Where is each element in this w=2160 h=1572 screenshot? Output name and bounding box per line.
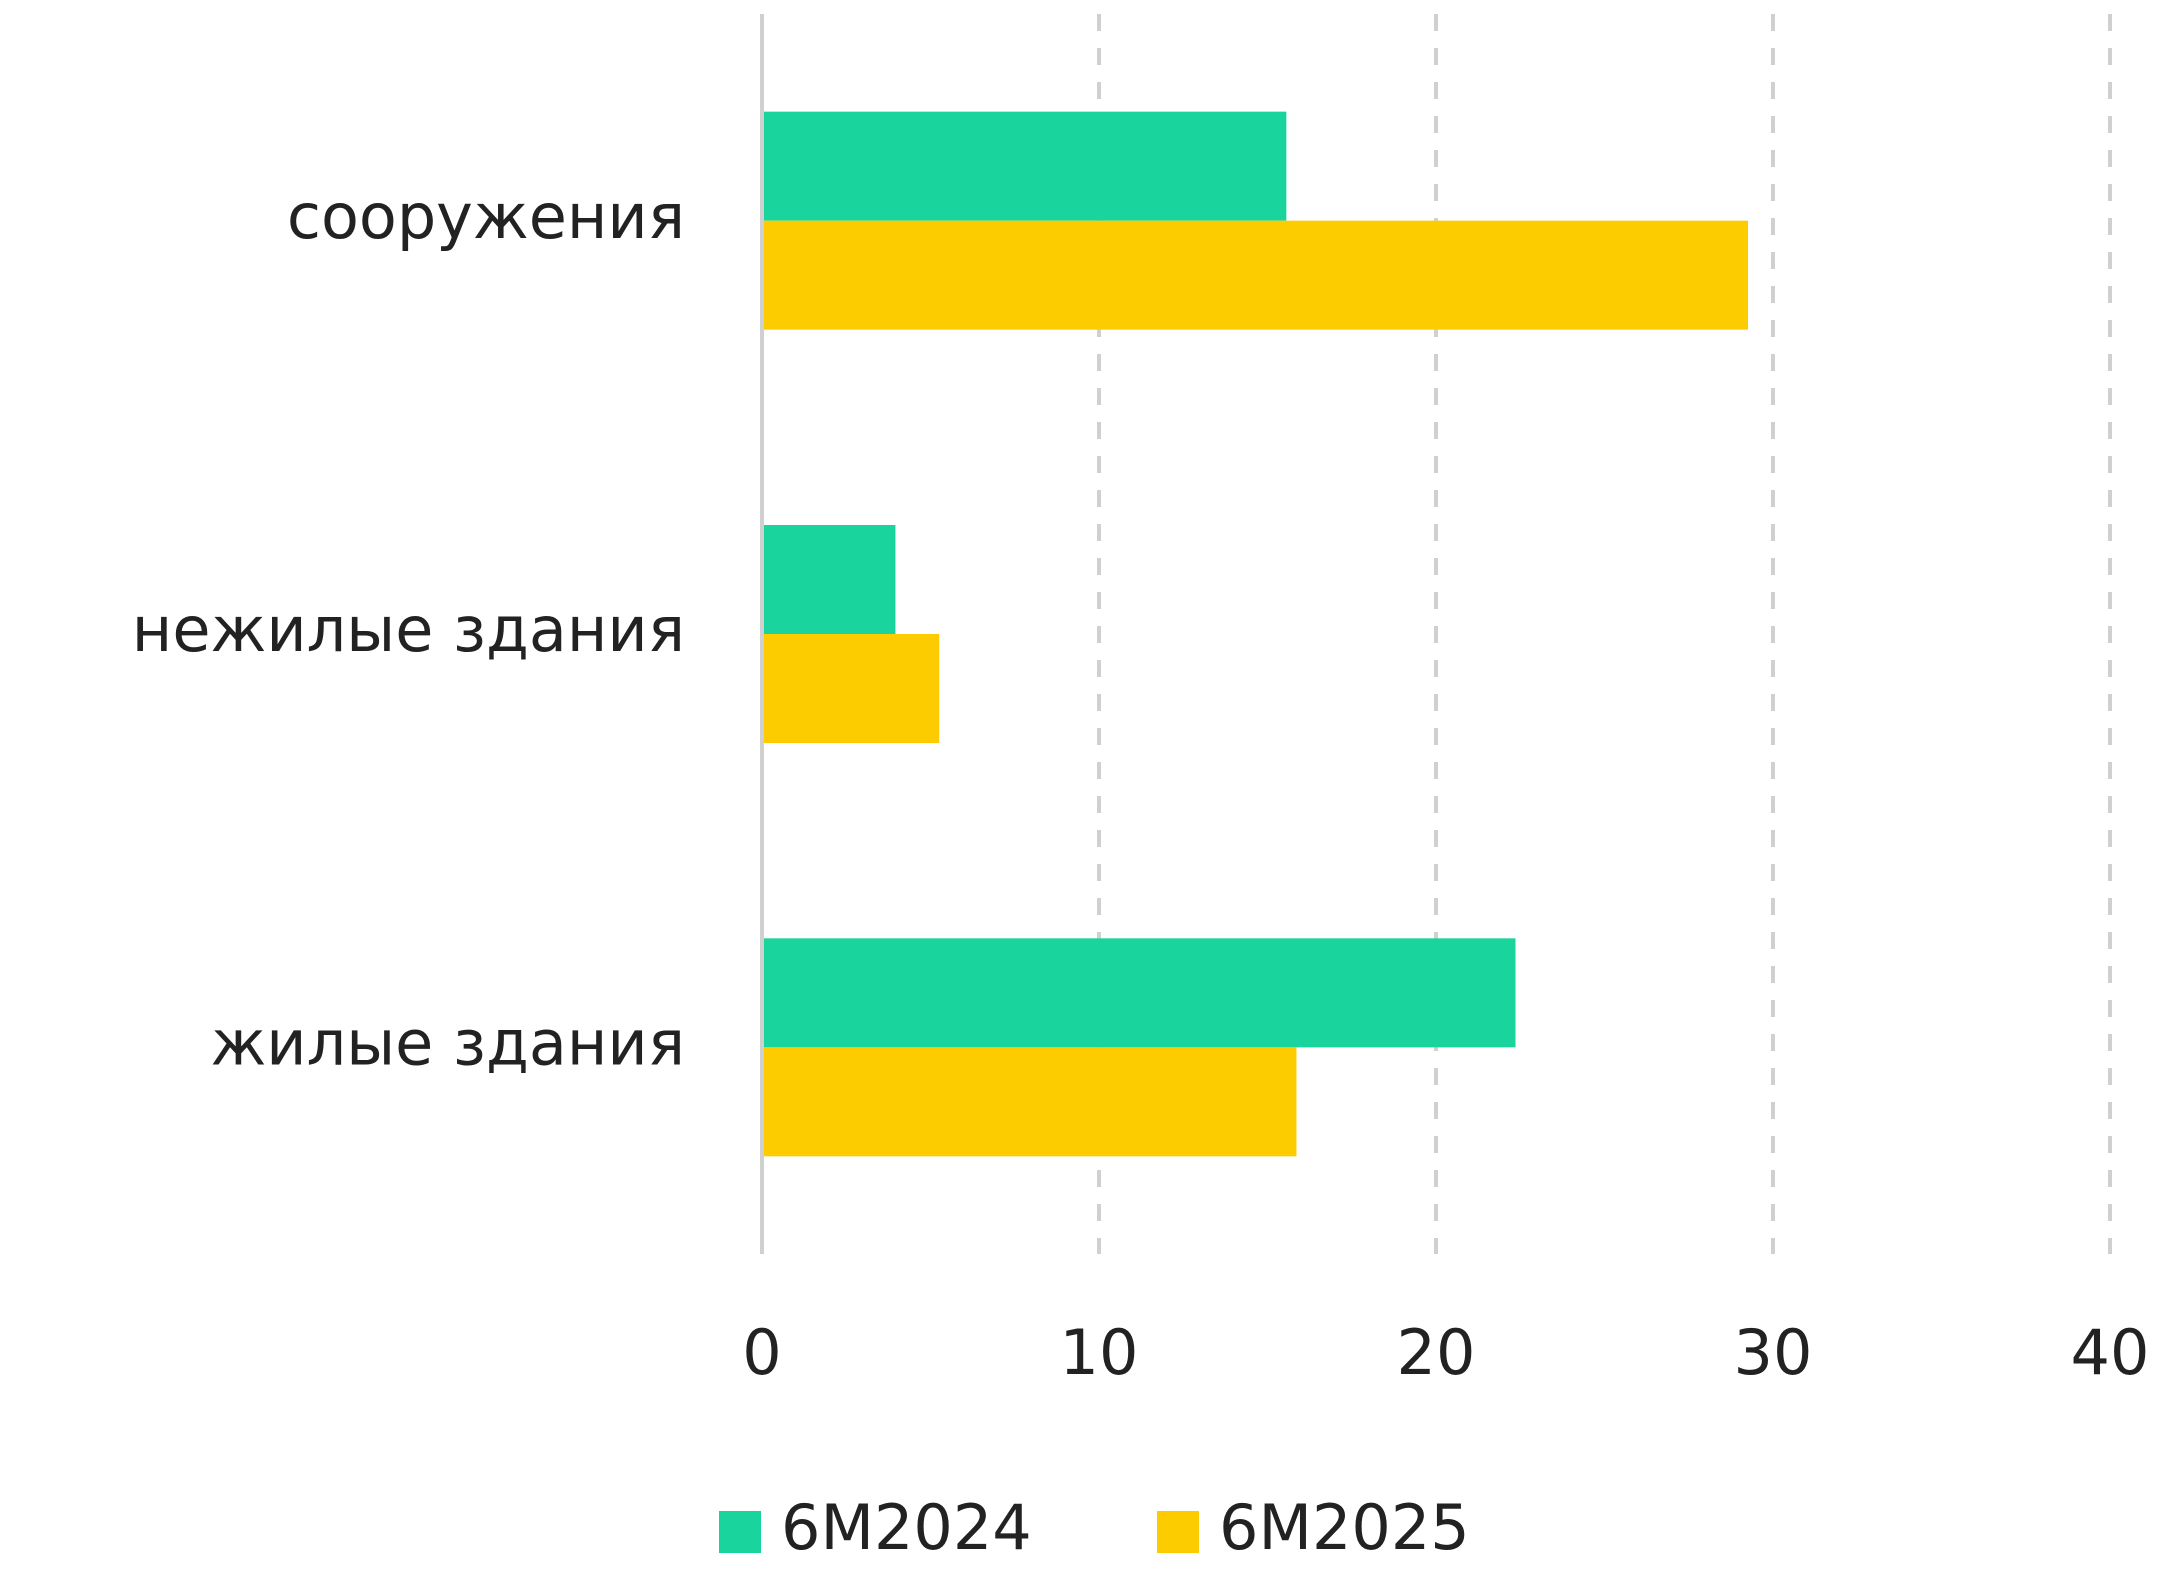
y-tick-label: жилые здания [210,1006,685,1079]
legend-swatch [1157,1511,1199,1553]
bar [764,1047,1297,1157]
y-tick-label: нежилые здания [132,593,685,666]
legend-label: 6M2025 [1219,1491,1470,1564]
x-tick-label: 10 [1060,1316,1139,1389]
x-tick-label: 0 [742,1316,781,1389]
bar [764,525,896,634]
y-tick-label: сооружения [287,180,685,253]
x-tick-label: 40 [2071,1316,2150,1389]
legend-label: 6M2024 [781,1491,1032,1564]
bar [764,220,1749,330]
x-tick-label: 20 [1397,1316,1476,1389]
bar [764,938,1516,1048]
legend-swatch [719,1511,761,1553]
bar [764,634,940,743]
bar [764,111,1287,221]
x-tick-label: 30 [1734,1316,1813,1389]
